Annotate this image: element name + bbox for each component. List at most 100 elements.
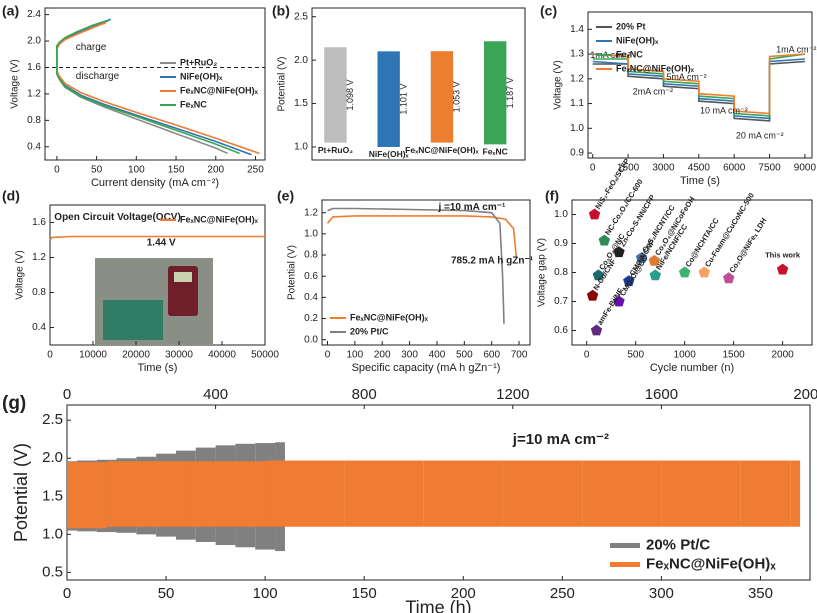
x-tick-label: 20000	[122, 350, 150, 361]
axes-frame	[44, 7, 266, 161]
band-segment	[185, 461, 266, 527]
panel-label: (f)	[545, 188, 559, 204]
bar	[483, 41, 507, 145]
x2-tick-label: 800	[352, 386, 377, 403]
x-tick-label: 6000	[723, 163, 746, 174]
y-tick-label: 2.0	[27, 36, 41, 47]
panel-label: (d)	[2, 188, 20, 204]
annotation: charge	[76, 42, 107, 53]
data-point	[678, 266, 691, 278]
legend-label: NiFe(OH)ₓ	[616, 35, 659, 45]
data-point	[590, 324, 603, 336]
axes-frame	[321, 199, 531, 346]
x-tick-label: 200	[374, 350, 391, 361]
legend-label: FeₓNC@NiFe(OH)ₓ	[180, 214, 259, 224]
category-label: Pt+RuO₂	[318, 145, 353, 155]
x-tick-label: 150	[352, 585, 377, 602]
data-point	[592, 269, 605, 281]
x-axis-label: Specific capacity (mA h gZn⁻¹)	[352, 362, 501, 374]
x-axis-label: Cycle number (n)	[650, 362, 734, 374]
legend-label: NiFe(OH)ₓ	[180, 71, 223, 81]
annotation: j=10 mA cm⁻²	[512, 431, 609, 448]
annotation: 20 mA cm⁻²	[736, 130, 784, 140]
data-point	[613, 246, 625, 258]
x-tick-label: 150	[168, 165, 185, 176]
x-tick-label: 10000	[79, 350, 107, 361]
band-segment	[740, 460, 791, 527]
legend-label: FeₓNC@NiFe(OH)ₓ	[180, 85, 259, 95]
y-tick-label: 0.7	[554, 296, 568, 307]
y-tick-label: 2.5	[294, 11, 308, 22]
data-point	[613, 295, 625, 307]
x-axis-label: Time (s)	[680, 175, 720, 187]
band-segment	[265, 460, 345, 527]
x2-tick-label: 0	[63, 386, 71, 403]
y-tick-label: 1.0	[294, 142, 308, 153]
band-segment	[106, 461, 186, 527]
legend-label: 20% Pt	[616, 21, 646, 31]
x-tick-label: 0	[584, 350, 590, 361]
x2-tick-label: 400	[203, 386, 228, 403]
y-tick-label: 1.6	[32, 217, 46, 228]
data-point	[586, 289, 599, 301]
x-tick-label: 1500	[723, 350, 746, 361]
x-tick-label: 4500	[688, 163, 711, 174]
axes-frame	[49, 204, 266, 346]
annotation: 10 mA cm⁻²	[700, 106, 748, 116]
x-tick-label: 1500	[617, 163, 640, 174]
y-tick-label: 1.0	[554, 209, 568, 220]
y-tick-label: 0.2	[304, 313, 318, 324]
x-tick-label: 300	[649, 585, 674, 602]
y-tick-label: 2.0	[294, 55, 308, 66]
data-point	[635, 252, 648, 263]
y-tick-label: 0.8	[554, 267, 568, 278]
band-segment	[67, 462, 107, 529]
annotation: 785.2 mA h gZn⁻¹	[451, 256, 534, 267]
x-tick-label: 500	[627, 350, 644, 361]
data-point	[648, 254, 660, 266]
data-point	[776, 263, 789, 275]
x-tick-label: 40000	[208, 350, 236, 361]
data-point	[623, 275, 635, 287]
x2-tick-label: 2000	[793, 386, 817, 403]
category-label: FeₓNC@NiFe(OH)ₓ	[405, 145, 479, 155]
x-tick-label: 0	[54, 165, 60, 176]
legend-label: FeₓNC@NiFe(OH)ₓ	[616, 63, 695, 73]
x-tick-label: 100	[253, 585, 278, 602]
y-tick-label: 2.4	[27, 9, 41, 20]
data-point	[649, 269, 661, 281]
x-axis-label: Time (h)	[405, 597, 471, 613]
series-line	[592, 53, 805, 115]
x-tick-label: 300	[401, 350, 418, 361]
series-line	[56, 21, 260, 155]
y-tick-label: 0.6	[554, 325, 568, 336]
y-axis-label: Potential (V)	[11, 443, 31, 542]
panel-label: (a)	[2, 3, 19, 19]
legend-label: FeₓNC	[616, 49, 643, 59]
data-point	[698, 266, 710, 278]
legend-label: FeₓNC	[180, 99, 207, 109]
y-tick-label: 2.5	[42, 411, 63, 428]
y-tick-label: 0.4	[304, 292, 318, 303]
panel-label: (g)	[2, 393, 26, 414]
value-label: 1.053 V	[452, 81, 462, 112]
panel-label: (c)	[540, 3, 557, 19]
x-tick-label: 100	[128, 165, 145, 176]
y-tick-label: 1.2	[304, 207, 318, 218]
series-line	[56, 19, 240, 155]
x-axis-label: Time (s)	[138, 362, 178, 374]
x-tick-label: 50	[158, 585, 175, 602]
x-tick-label: 600	[483, 350, 500, 361]
y-tick-label: 1.2	[27, 89, 41, 100]
x-tick-label: 200	[207, 165, 224, 176]
panel-label: (e)	[277, 188, 294, 204]
y-tick-label: 1.5	[42, 487, 63, 504]
y-tick-label: 0.5	[42, 563, 63, 580]
y-tick-label: 1.6	[27, 62, 41, 73]
legend-label: 20% Pt/C	[646, 536, 710, 553]
y-tick-label: 0.8	[32, 287, 46, 298]
photo-glove	[103, 300, 163, 340]
band-segment	[582, 460, 662, 527]
